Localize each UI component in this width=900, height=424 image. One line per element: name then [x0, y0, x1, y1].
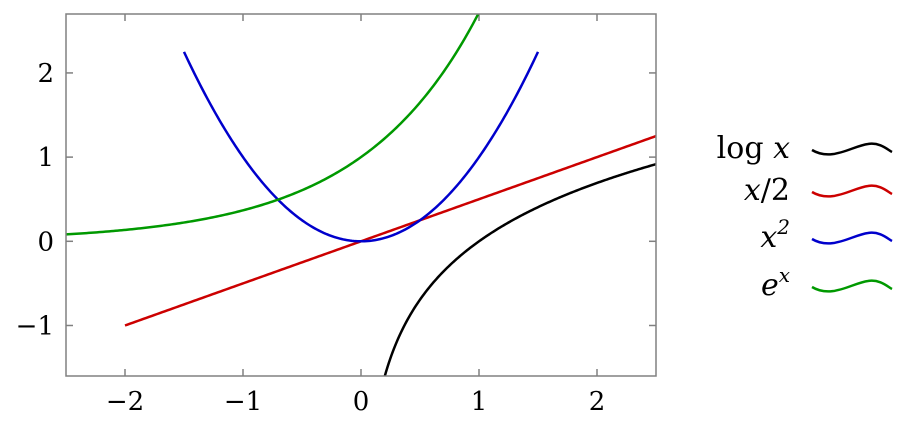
y-tick-label: 0 [37, 227, 54, 257]
legend: log x x/2 x2 ex [717, 131, 893, 303]
x-tick-label: 0 [353, 387, 370, 417]
half-x-line [124, 134, 656, 327]
legend-label: log x [717, 131, 790, 166]
x-tick-label: −1 [224, 387, 262, 417]
legend-swatch [811, 231, 893, 245]
legend-swatch [811, 279, 893, 293]
legend-label: x2 [760, 215, 790, 255]
x-tick-label: −2 [106, 387, 144, 417]
x-tick-label: 1 [471, 387, 488, 417]
y-tick-label: 2 [37, 59, 54, 89]
exp-x-line [66, 14, 480, 236]
x-tick-label: 2 [589, 387, 606, 417]
y-tick-label: −1 [16, 311, 54, 341]
legend-swatch [811, 142, 893, 156]
y-axis-tick-labels: −1 0 1 2 [16, 59, 54, 342]
x-axis-tick-labels: −2 −1 0 1 2 [106, 387, 605, 417]
legend-swatch [811, 184, 893, 198]
legend-label: ex [761, 263, 790, 303]
series-lines [66, 14, 656, 376]
y-tick-label: 1 [37, 143, 54, 173]
log-x-line [383, 162, 656, 376]
plot-frame [65, 13, 657, 377]
x-squared-line [182, 51, 540, 243]
legend-label: x/2 [744, 173, 790, 208]
axis-ticks [66, 14, 656, 376]
